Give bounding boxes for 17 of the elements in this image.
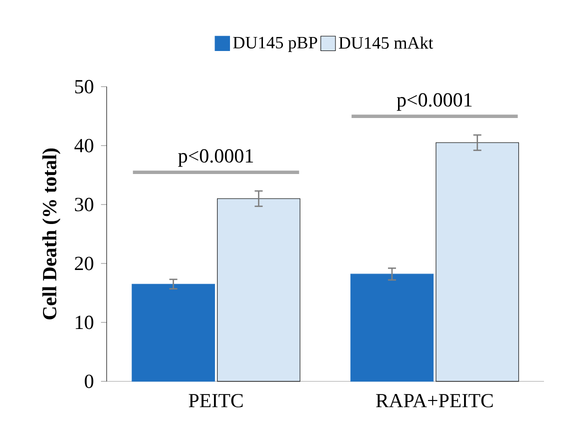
bar xyxy=(436,142,519,382)
legend-label: DU145 pBP xyxy=(233,37,318,52)
y-tick-label: 20 xyxy=(74,256,94,270)
y-axis-title: Cell Death (% total) xyxy=(42,148,60,320)
annotation: p<0.0001 xyxy=(178,149,253,167)
annotation: p<0.0001 xyxy=(396,93,472,111)
bar xyxy=(350,274,434,382)
y-tick-label: 50 xyxy=(75,80,94,94)
y-tick-label: 10 xyxy=(76,316,94,330)
legend-label: DU145 mAkt xyxy=(338,36,434,49)
y-tick-label: 40 xyxy=(74,139,94,153)
x-tick-label: RAPA+PEITC xyxy=(376,394,493,408)
x-tick-label: PEITC xyxy=(188,394,243,408)
bar xyxy=(217,198,300,382)
y-tick-label: 30 xyxy=(75,198,94,212)
bar xyxy=(132,284,215,382)
y-tick-label: 0 xyxy=(84,374,94,388)
